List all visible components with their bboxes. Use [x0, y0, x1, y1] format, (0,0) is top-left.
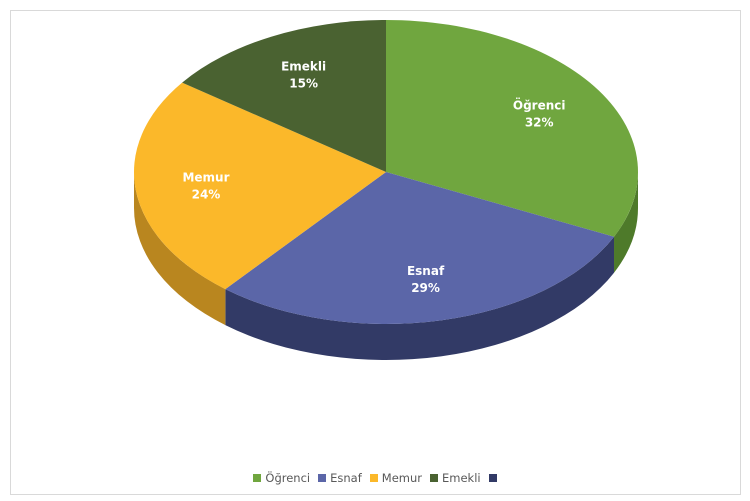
- legend-label: Esnaf: [330, 471, 362, 485]
- pie-top-layer: [134, 20, 639, 324]
- legend-label: Emekli: [442, 471, 481, 485]
- slice-label-esnaf: Esnaf: [407, 264, 445, 278]
- slice-label-memur: Memur: [182, 171, 229, 185]
- slice-label-emekli: Emekli: [281, 59, 326, 73]
- pie-side-öğrenci: [614, 172, 638, 273]
- legend-swatch: [253, 474, 262, 482]
- legend-swatch: [318, 474, 327, 482]
- legend-swatch: [430, 474, 438, 482]
- legend-item: [488, 474, 497, 482]
- legend-label: Öğrenci: [265, 471, 311, 485]
- slice-value-memur: 24%: [192, 188, 221, 202]
- legend-item: Emekli: [430, 471, 481, 485]
- legend-item: Memur: [369, 471, 422, 485]
- pie-slice-öğrenci: [386, 20, 639, 237]
- slice-value-emekli: 15%: [289, 76, 318, 90]
- slice-value-öğrenci: 32%: [525, 115, 554, 129]
- slice-value-esnaf: 29%: [411, 281, 440, 295]
- pie-side-memur: [134, 172, 226, 326]
- legend-label: Memur: [381, 471, 422, 485]
- pie-slice-memur: [134, 82, 386, 290]
- legend-swatch: [488, 474, 497, 482]
- legend-item: Öğrenci: [253, 471, 310, 485]
- pie-depth-layer: [134, 172, 638, 361]
- slice-label-öğrenci: Öğrenci: [513, 97, 566, 112]
- legend-item: Esnaf: [318, 471, 362, 485]
- pie-slice-emekli: [182, 20, 386, 172]
- pie-side-esnaf: [225, 236, 615, 361]
- chart-legend: Öğrenci Esnaf Memur Emekli: [0, 471, 750, 485]
- legend-swatch: [369, 474, 378, 482]
- pie-slice-esnaf: [225, 172, 615, 324]
- pie-label-layer: Öğrenci 32% Esnaf 29% Memur 24% Emekli 15%: [182, 59, 565, 294]
